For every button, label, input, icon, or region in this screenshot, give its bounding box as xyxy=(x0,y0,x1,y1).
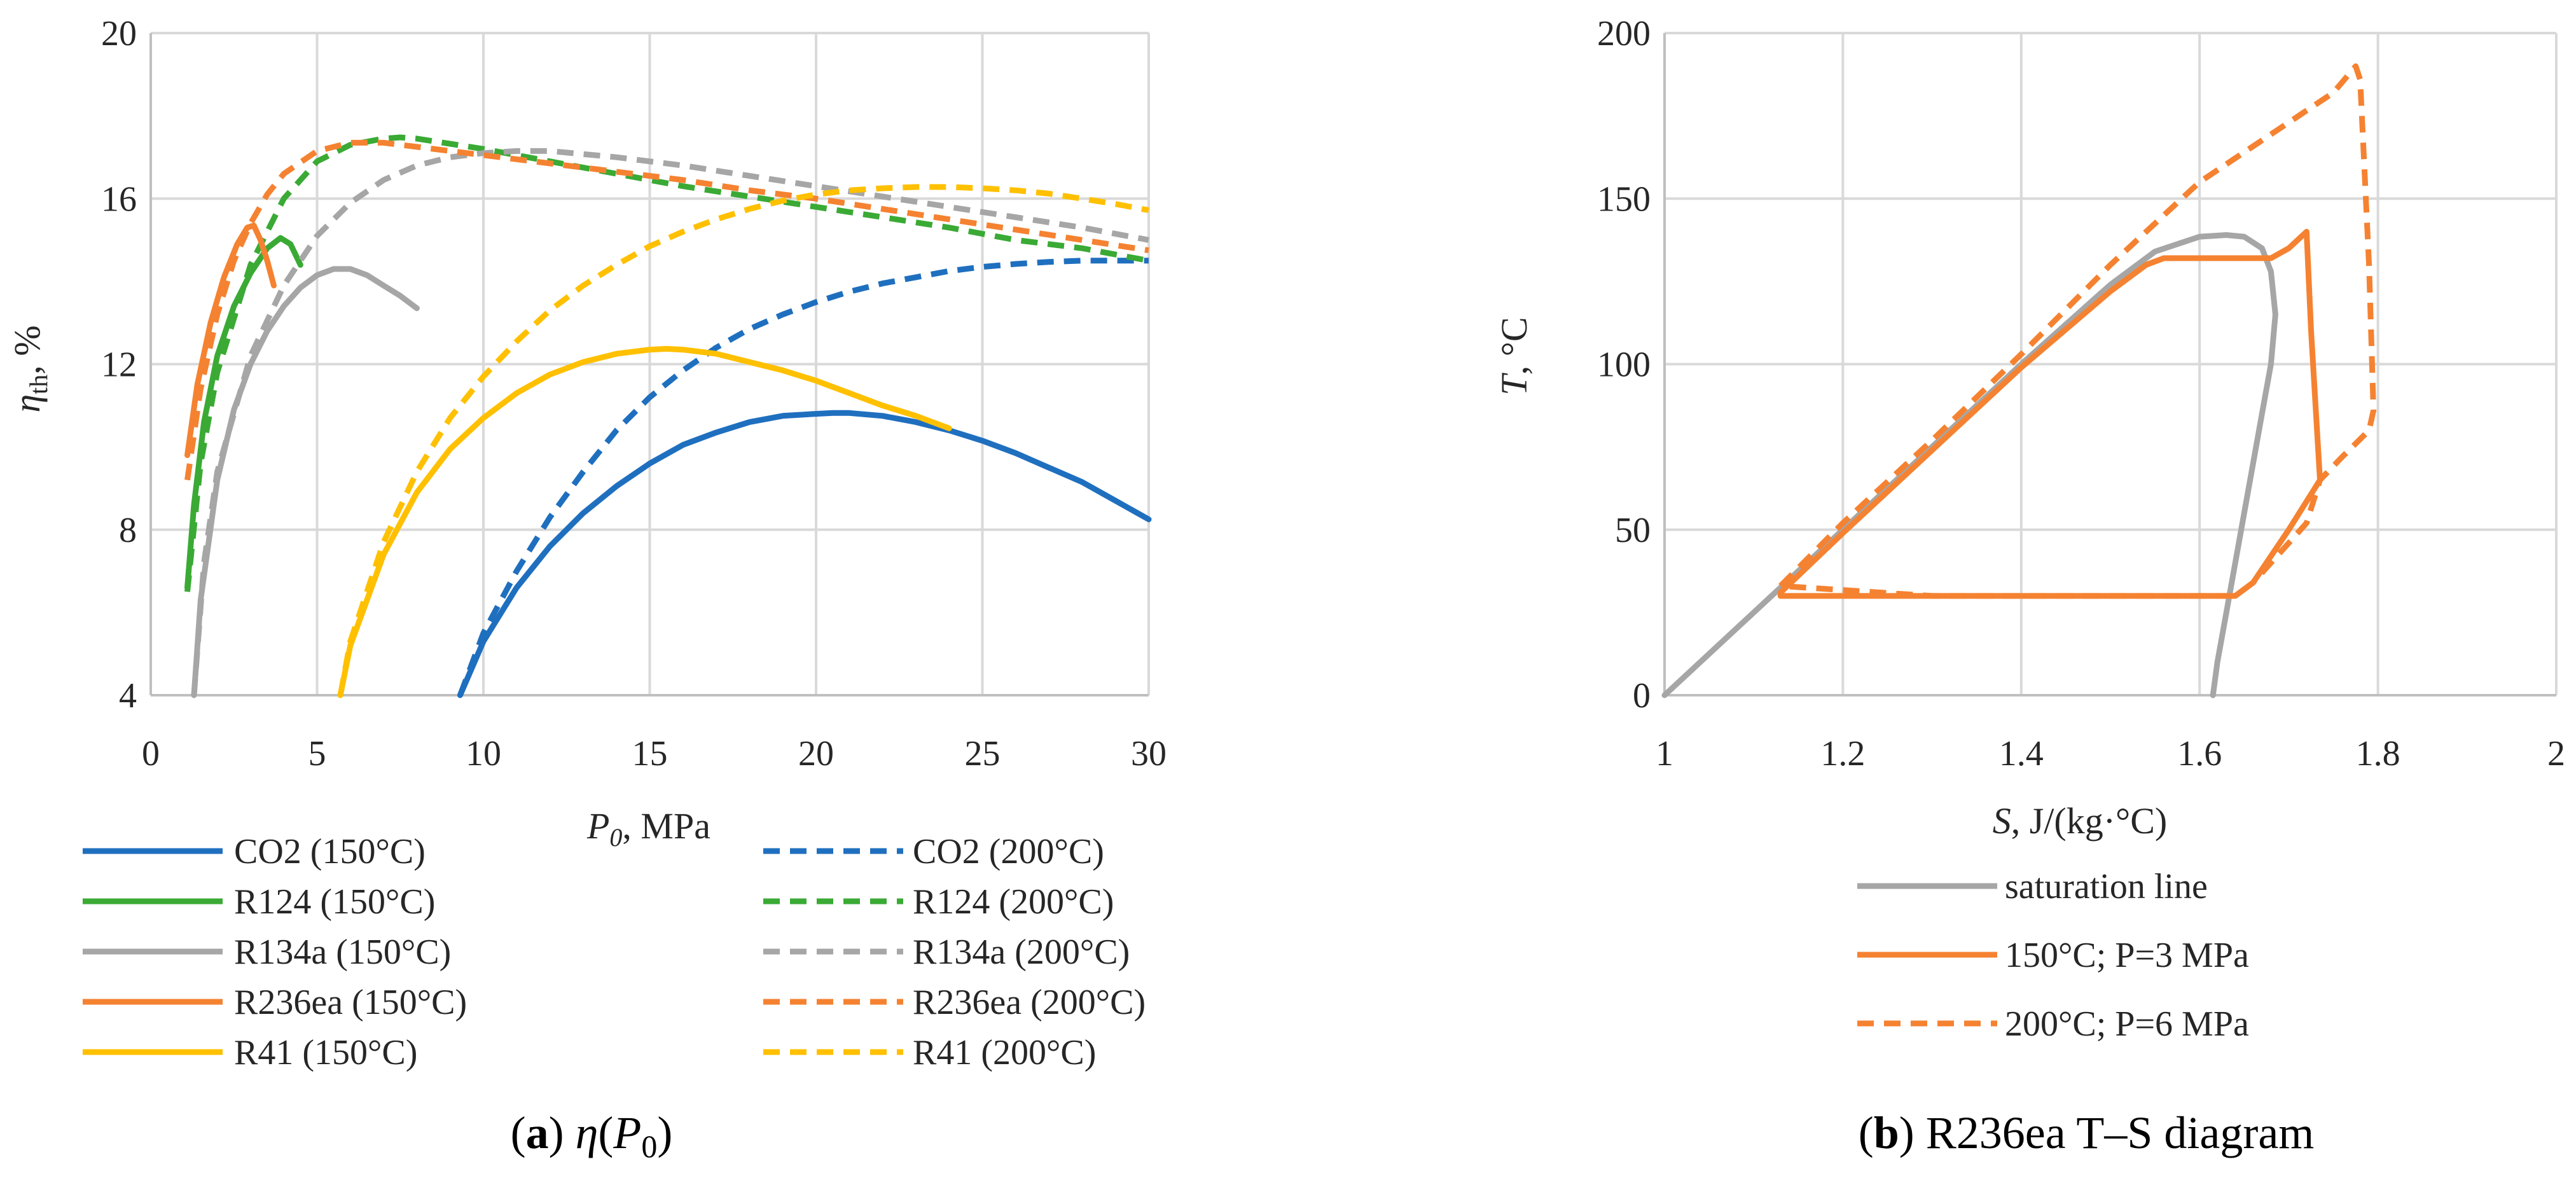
x-tick-label: 25 xyxy=(965,734,1001,773)
legend-label: R134a (150°C) xyxy=(234,932,451,972)
series-line-co2-200-c xyxy=(457,258,1149,696)
legend-entry: saturation line xyxy=(1857,867,2208,906)
panel-b-gridlines xyxy=(1665,32,2558,695)
x-tick-label: 30 xyxy=(1131,734,1167,773)
x-tick-label: 5 xyxy=(308,734,326,773)
legend-entry: R41 (200°C) xyxy=(763,1033,1096,1072)
panel-a-eta-vs-p0: 4 8 12 16 20 0 5 10 15 20 25 30 ηth, % P0, MPa CO2 … xyxy=(6,14,1167,1164)
panel-a-series xyxy=(184,134,1152,698)
legend-entry: R134a (150°C) xyxy=(83,932,451,972)
y-tick-label: 200 xyxy=(1597,14,1651,53)
legend-label: R41 (150°C) xyxy=(234,1033,417,1072)
panel-a-gridlines xyxy=(151,32,1150,695)
legend-entry: R124 (150°C) xyxy=(83,882,435,922)
legend-entry: 150°C; P=3 MPa xyxy=(1857,936,2249,975)
legend-label: saturation line xyxy=(2005,867,2208,906)
y-tick-label: 150 xyxy=(1597,179,1651,219)
legend-label: CO2 (200°C) xyxy=(913,832,1104,871)
legend-entry: CO2 (150°C) xyxy=(83,832,426,871)
legend-label: R236ea (200°C) xyxy=(913,983,1146,1022)
legend-entry: R236ea (200°C) xyxy=(763,983,1146,1022)
panel-a-caption: (a) η(P0) xyxy=(511,1107,673,1164)
y-tick-label: 20 xyxy=(101,14,137,53)
panel-a-tick-labels: 4 8 12 16 20 0 5 10 15 20 25 30 xyxy=(101,14,1167,773)
panel-b-xlabel: S, J/(kg·°C) xyxy=(1993,800,2168,842)
legend-label: R41 (200°C) xyxy=(913,1033,1096,1072)
panel-b-tick-labels: 0 50 100 150 200 1 1.2 1.4 1.6 1.8 2 xyxy=(1597,14,2565,773)
x-tick-label: 1.8 xyxy=(2356,734,2400,773)
series-line-r134a-200-c xyxy=(191,148,1149,696)
x-tick-label: 1.2 xyxy=(1820,734,1865,773)
legend-label: CO2 (150°C) xyxy=(234,832,426,871)
legend-entry: R134a (200°C) xyxy=(763,932,1130,972)
legend-entry: CO2 (200°C) xyxy=(763,832,1104,871)
legend-label: R134a (200°C) xyxy=(913,932,1130,972)
legend-label: R236ea (150°C) xyxy=(234,983,467,1022)
legend-label: 150°C; P=3 MPa xyxy=(2005,936,2249,975)
x-tick-label: 10 xyxy=(466,734,501,773)
x-tick-label: 1.6 xyxy=(2177,734,2222,773)
panel-a-axes xyxy=(149,33,1149,696)
x-tick-label: 15 xyxy=(632,734,668,773)
x-tick-label: 20 xyxy=(798,734,834,773)
panel-b-ts-diagram: 0 50 100 150 200 1 1.2 1.4 1.6 1.8 2 T, °C S, J/(k… xyxy=(1493,14,2565,1158)
series-line-r236ea-200-c xyxy=(184,139,1149,481)
series-line-saturation-line xyxy=(1661,232,2278,698)
legend-label: R124 (200°C) xyxy=(913,882,1114,922)
legend-label: 200°C; P=6 MPa xyxy=(2005,1004,2249,1044)
legend-entry: R124 (200°C) xyxy=(763,882,1114,922)
panel-a-legend: CO2 (150°C) R124 (150°C) R134a (150°C) R236… xyxy=(83,832,1146,1072)
y-tick-label: 0 xyxy=(1633,676,1651,716)
legend-entry: R236ea (150°C) xyxy=(83,983,467,1022)
panel-b-ylabel: T, °C xyxy=(1493,317,1535,395)
legend-entry: R41 (150°C) xyxy=(83,1033,417,1072)
x-tick-label: 2 xyxy=(2547,734,2565,773)
y-tick-label: 100 xyxy=(1597,345,1651,385)
y-tick-label: 8 xyxy=(119,511,137,550)
panel-b-caption: (b) R236ea T–S diagram xyxy=(1859,1107,2315,1158)
panel-b-legend: saturation line 150°C; P=3 MPa 200°C; P=6 … xyxy=(1857,867,2249,1044)
series-line-co2-150-c xyxy=(457,410,1152,698)
series-line-r41-200-c xyxy=(337,184,1149,696)
x-tick-label: 1.4 xyxy=(1999,734,2044,773)
series-line-r41-150-c xyxy=(337,345,952,698)
y-tick-label: 12 xyxy=(101,345,137,385)
panel-b-series xyxy=(1661,63,2377,698)
series-line-200-c-p-6-mpa xyxy=(1778,63,2377,599)
panel-b-axes xyxy=(1663,33,2556,696)
x-tick-label: 1 xyxy=(1656,734,1673,773)
panel-a-ylabel: ηth, % xyxy=(6,325,53,412)
panel-a-xlabel: P0, MPa xyxy=(586,805,710,852)
legend-label: R124 (150°C) xyxy=(234,882,435,922)
legend-entry: 200°C; P=6 MPa xyxy=(1857,1004,2249,1044)
y-tick-label: 50 xyxy=(1615,511,1651,550)
y-tick-label: 16 xyxy=(101,179,137,219)
y-tick-label: 4 xyxy=(119,676,137,716)
x-tick-label: 0 xyxy=(142,734,160,773)
